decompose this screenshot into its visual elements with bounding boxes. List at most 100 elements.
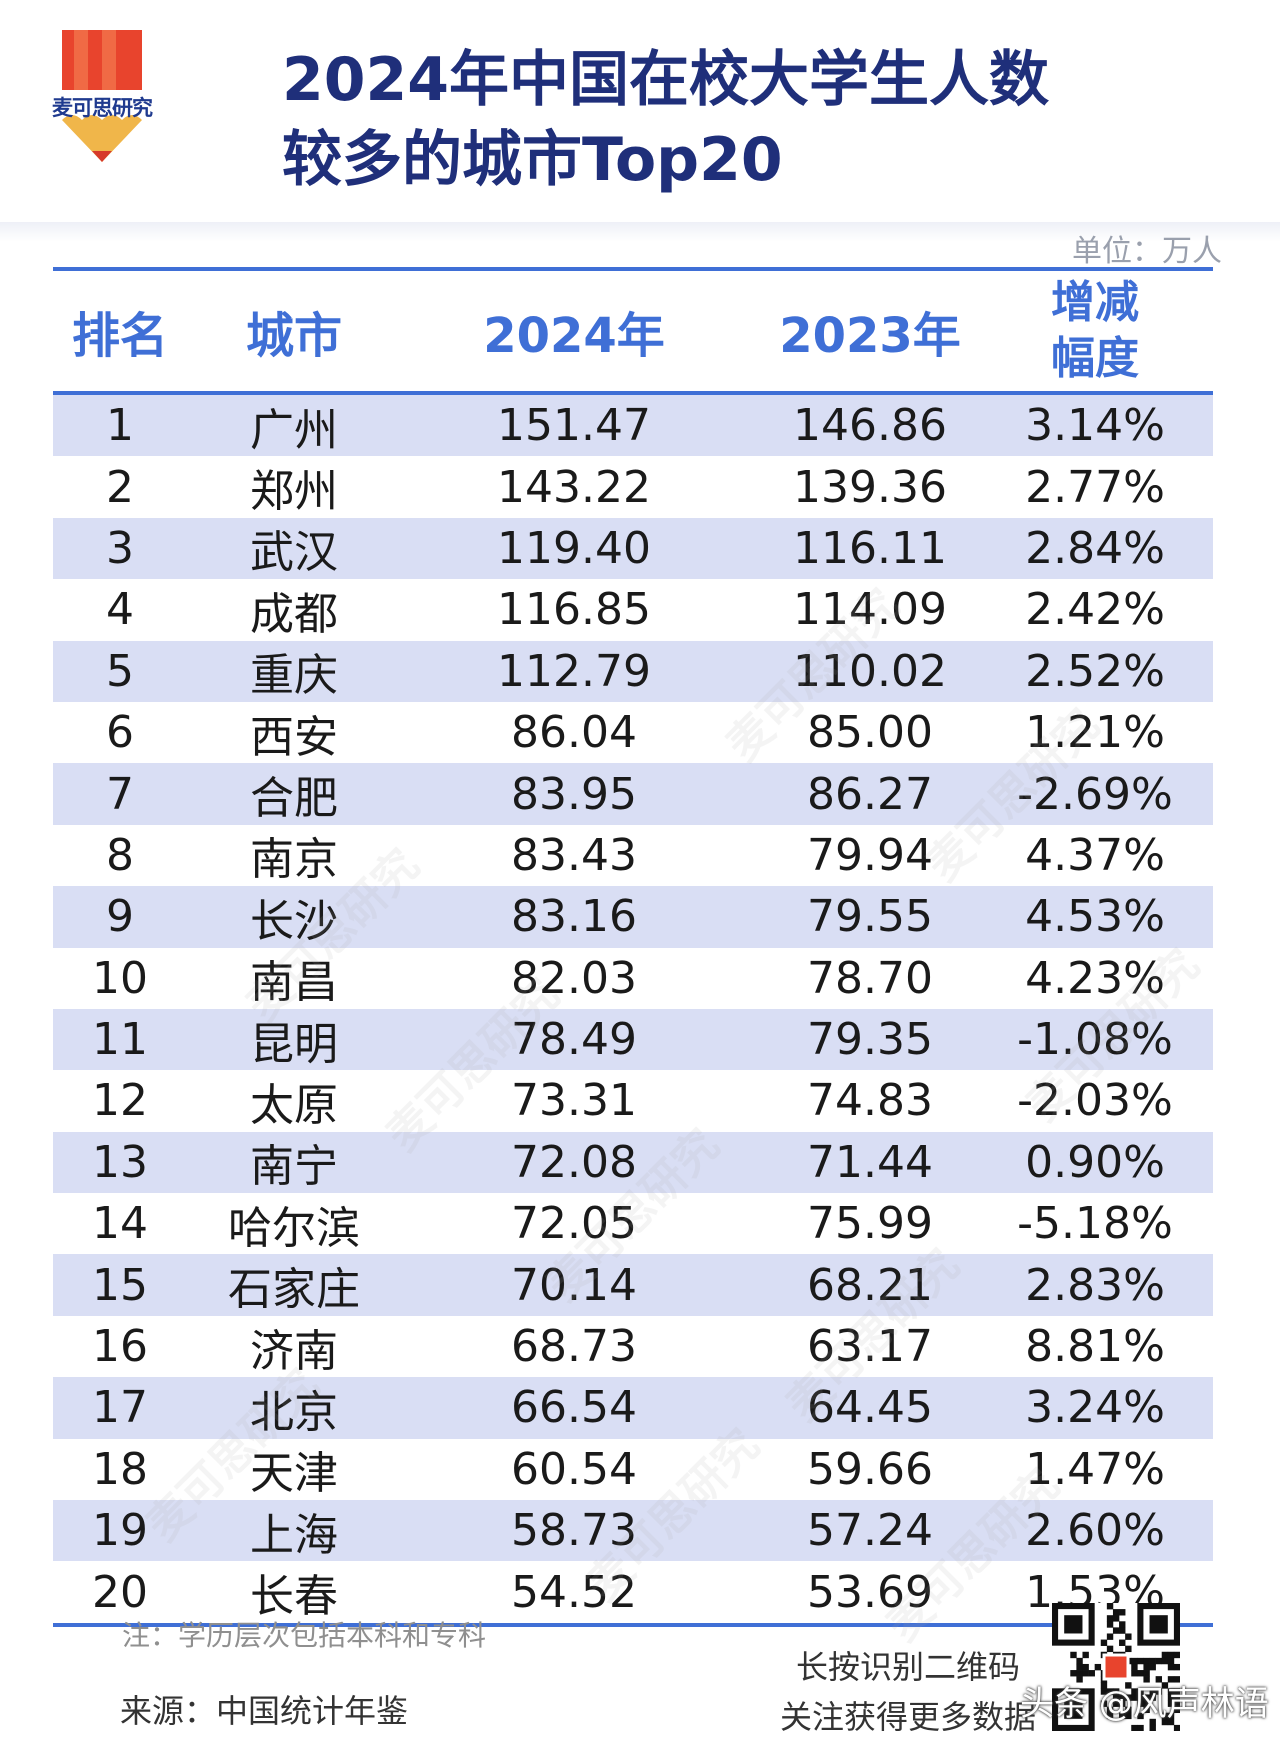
cell-2023: 79.35 — [807, 1014, 933, 1066]
ranking-table: 排名 城市 2024年 2023年 增减 幅度 1 广州 151.47 146.86 3… — [53, 267, 1213, 1627]
cell-2024: 72.05 — [511, 1198, 637, 1250]
cell-city: 南昌 — [250, 957, 338, 1009]
title-line-1: 2024年中国在校大学生人数 — [282, 45, 1049, 115]
cell-city: 昆明 — [250, 1018, 338, 1070]
cell-change: 8.81% — [1025, 1321, 1165, 1373]
cell-city: 重庆 — [250, 650, 338, 702]
cell-2024: 54.52 — [511, 1566, 637, 1618]
table-row: 9 长沙 83.16 79.55 4.53% — [53, 886, 1213, 948]
cell-change: 3.24% — [1025, 1382, 1165, 1434]
cell-2024: 83.43 — [511, 829, 637, 881]
cell-change: 2.84% — [1025, 522, 1165, 574]
cell-city: 郑州 — [250, 466, 338, 518]
cell-2023: 68.21 — [807, 1259, 933, 1311]
cell-rank: 5 — [106, 645, 134, 697]
cell-2024: 116.85 — [497, 584, 651, 636]
cell-2023: 74.83 — [807, 1075, 933, 1127]
column-header-city: 城市 — [245, 308, 342, 364]
cell-rank: 4 — [106, 584, 134, 636]
cell-2023: 71.44 — [807, 1136, 933, 1188]
cell-2023: 146.86 — [793, 400, 947, 452]
column-header-change: 增减 幅度 — [977, 275, 1213, 387]
column-header-2024: 2024年 — [483, 308, 665, 364]
cell-change: 1.21% — [1025, 707, 1165, 759]
cell-change: 0.90% — [1025, 1136, 1165, 1188]
cell-rank: 20 — [92, 1566, 148, 1618]
cell-2024: 73.31 — [511, 1075, 637, 1127]
table-row: 7 合肥 83.95 86.27 -2.69% — [53, 763, 1213, 825]
cell-change: 2.60% — [1025, 1505, 1165, 1557]
cell-2024: 60.54 — [511, 1443, 637, 1495]
cell-rank: 18 — [92, 1443, 148, 1495]
cell-2023: 75.99 — [807, 1198, 933, 1250]
cell-rank: 8 — [106, 829, 134, 881]
cell-2023: 86.27 — [807, 768, 933, 820]
table-row: 11 昆明 78.49 79.35 -1.08% — [53, 1008, 1213, 1071]
cell-rank: 11 — [92, 1014, 148, 1066]
table-row: 1 广州 151.47 146.86 3.14% — [53, 395, 1213, 457]
source-credit: 来源：中国统计年鉴 — [120, 1692, 409, 1730]
cell-city: 长沙 — [250, 895, 338, 947]
cell-2024: 86.04 — [511, 707, 637, 759]
cell-2023: 59.66 — [807, 1443, 933, 1495]
brand-logo: 麦可思研究 — [40, 30, 164, 180]
cell-city: 成都 — [250, 588, 338, 640]
table-row: 13 南宁 72.08 71.44 0.90% — [53, 1131, 1213, 1194]
table-row: 18 天津 60.54 59.66 1.47% — [53, 1439, 1213, 1500]
cell-change: 4.37% — [1025, 829, 1165, 881]
cell-city: 西安 — [250, 711, 338, 763]
cell-2024: 83.95 — [511, 768, 637, 820]
table-row: 5 重庆 112.79 110.02 2.52% — [53, 640, 1213, 702]
table-body: 1 广州 151.47 146.86 3.14% 2 郑州 143.22 139.36 2.77%… — [53, 395, 1213, 1623]
table-bottom-rule — [53, 1622, 1213, 1627]
cell-2023: 78.70 — [807, 952, 933, 1004]
cell-change: 3.14% — [1025, 400, 1165, 452]
cell-city: 武汉 — [250, 527, 338, 579]
cell-rank: 9 — [106, 891, 134, 943]
cell-2024: 66.54 — [511, 1382, 637, 1434]
table-row: 8 南京 83.43 79.94 4.37% — [53, 825, 1213, 886]
cell-city: 太原 — [250, 1080, 338, 1131]
page-title: 2024年中国在校大学生人数 较多的城市Top20 — [282, 40, 1212, 200]
cell-rank: 16 — [92, 1321, 148, 1373]
cell-rank: 10 — [92, 952, 148, 1004]
table-row: 10 南昌 82.03 78.70 4.23% — [53, 948, 1213, 1009]
cell-2024: 83.16 — [511, 891, 637, 943]
cell-rank: 17 — [92, 1382, 148, 1434]
qr-code-icon[interactable] — [1052, 1603, 1181, 1732]
table-row: 15 石家庄 70.14 68.21 2.83% — [53, 1254, 1213, 1316]
table-row: 3 武汉 119.40 116.11 2.84% — [53, 517, 1213, 580]
cell-city: 北京 — [250, 1386, 338, 1438]
cell-2023: 116.11 — [793, 522, 947, 574]
cell-city: 石家庄 — [228, 1264, 360, 1316]
cell-2024: 151.47 — [497, 400, 651, 452]
logo-text: 麦可思研究 — [52, 96, 153, 120]
cell-rank: 13 — [92, 1136, 148, 1188]
cell-rank: 12 — [92, 1075, 148, 1127]
title-line-2: 较多的城市Top20 — [282, 125, 783, 195]
column-header-change-line-1: 增减 — [1051, 277, 1139, 328]
cell-2023: 85.00 — [807, 707, 933, 759]
qr-caption-line-2: 关注获得更多数据 — [779, 1698, 1036, 1736]
cell-change: 4.53% — [1025, 891, 1165, 943]
cell-city: 南京 — [250, 834, 338, 886]
cell-rank: 3 — [106, 522, 134, 574]
cell-rank: 19 — [92, 1505, 148, 1557]
cell-city: 长春 — [250, 1571, 338, 1623]
table-row: 19 上海 58.73 57.24 2.60% — [53, 1500, 1213, 1562]
unit-label: 单位：万人 — [1072, 234, 1222, 269]
cell-2024: 78.49 — [511, 1014, 637, 1066]
cell-2023: 53.69 — [807, 1566, 933, 1618]
table-row: 4 成都 116.85 114.09 2.42% — [53, 579, 1213, 640]
cell-rank: 6 — [106, 707, 134, 759]
cell-2024: 82.03 — [511, 952, 637, 1004]
cell-2023: 64.45 — [807, 1382, 933, 1434]
cell-rank: 7 — [106, 768, 134, 820]
cell-2024: 119.40 — [497, 522, 651, 574]
cell-2023: 79.55 — [807, 891, 933, 943]
pencil-logo-icon — [40, 30, 164, 162]
table-row: 14 哈尔滨 72.05 75.99 -5.18% — [53, 1193, 1213, 1254]
cell-change: 2.83% — [1025, 1259, 1165, 1311]
table-row: 20 长春 54.52 53.69 1.53% — [53, 1561, 1213, 1623]
cell-2023: 110.02 — [793, 645, 947, 697]
